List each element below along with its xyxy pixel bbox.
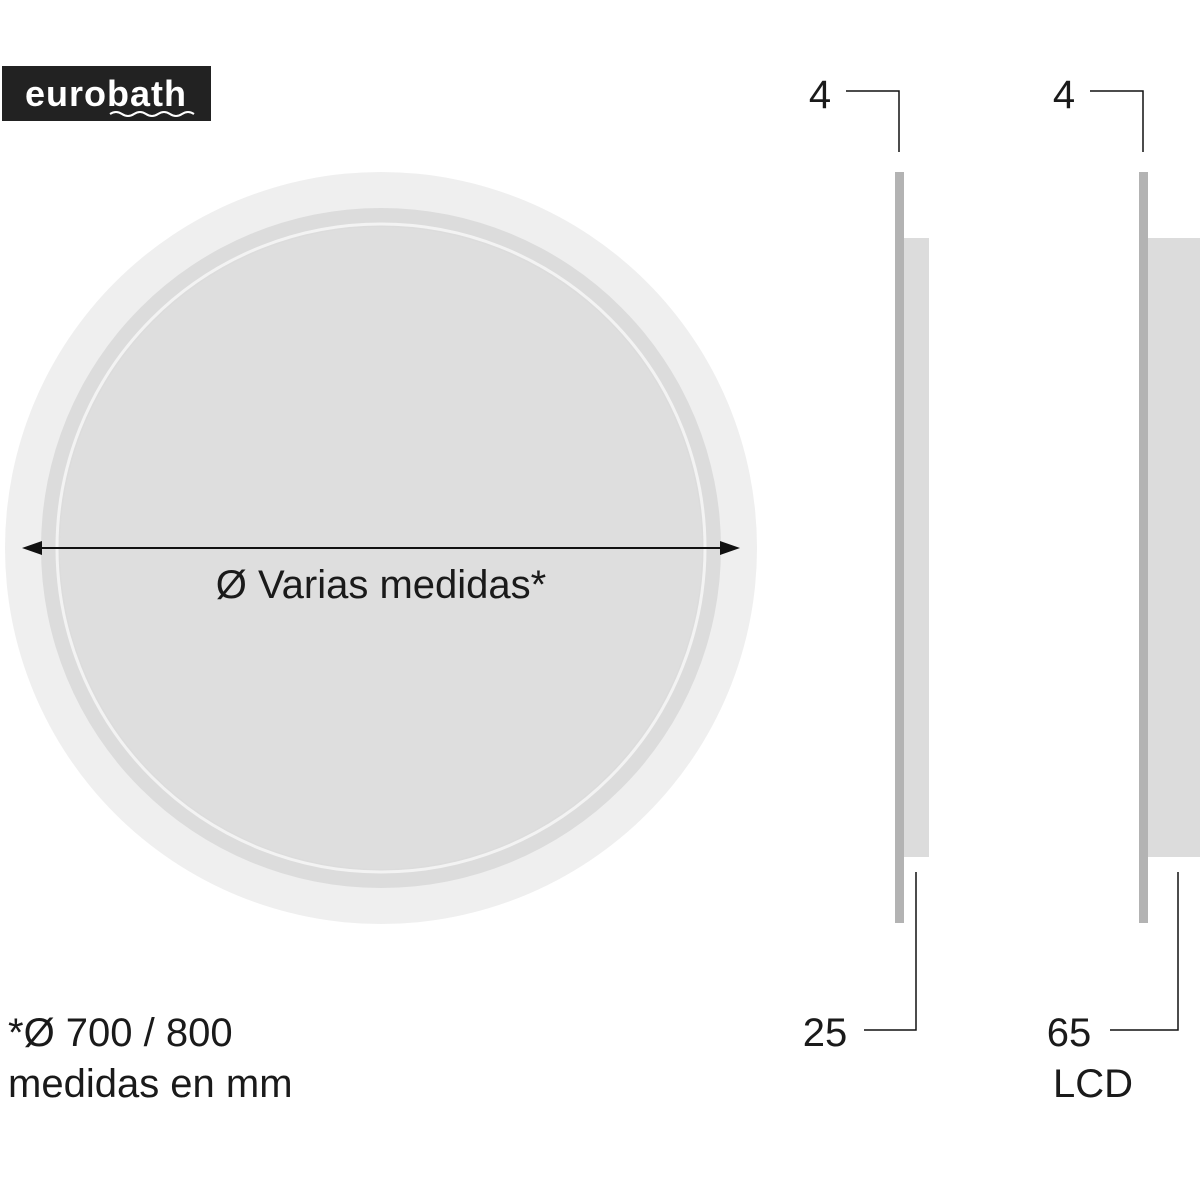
diameter-arrow (22, 541, 740, 555)
glass-thickness-label: 4 (1053, 73, 1075, 117)
sizes-note: *Ø 700 / 800 (8, 1011, 233, 1055)
diameter-label: Ø Varias medidas* (216, 563, 547, 607)
units-note: medidas en mm (8, 1062, 293, 1106)
mirror-front-view: Ø Varias medidas* (5, 172, 757, 924)
depth-label: 25 (803, 1011, 848, 1055)
side-view-standard: 4 25 (803, 73, 929, 1055)
glass-thickness-label: 4 (809, 73, 831, 117)
eurobath-logo: eurobath (2, 66, 211, 121)
lcd-label: LCD (1053, 1062, 1133, 1106)
depth-label: 65 (1047, 1011, 1092, 1055)
side-view-lcd: 4 65 LCD (1047, 73, 1200, 1106)
logo-text: eurobath (25, 73, 187, 114)
